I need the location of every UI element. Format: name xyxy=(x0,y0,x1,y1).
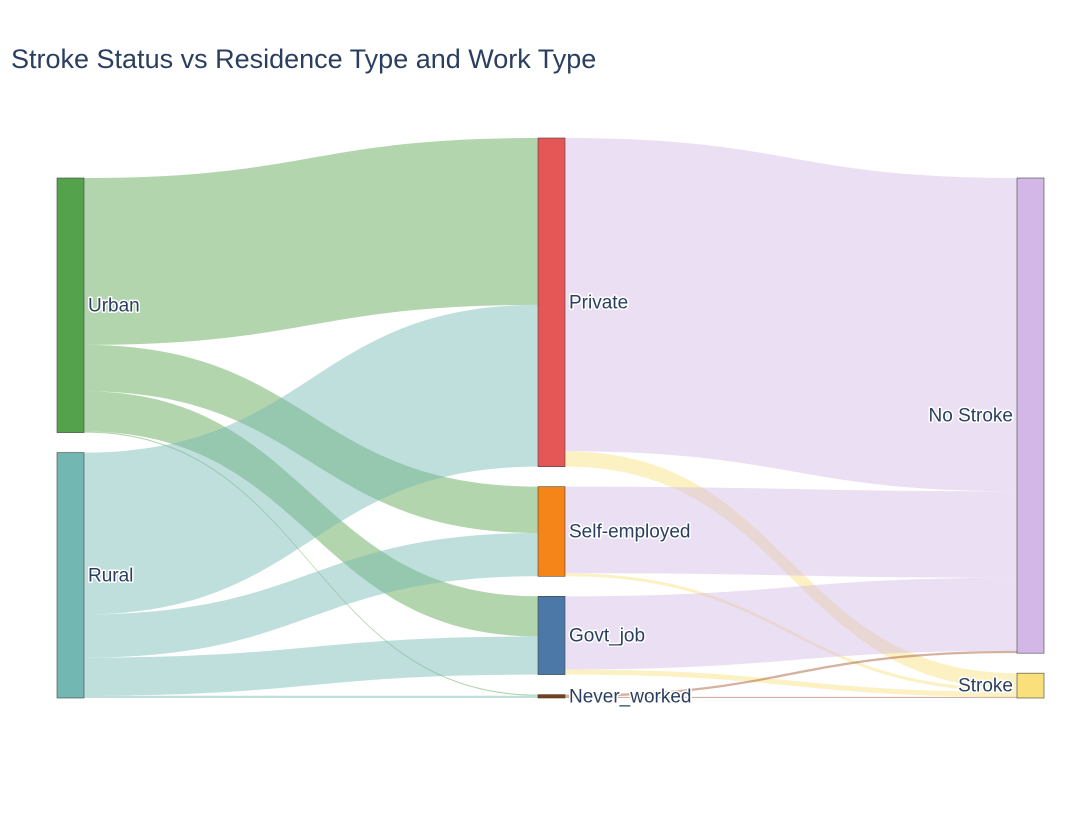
sankey-links xyxy=(84,138,1017,698)
node-stroke[interactable] xyxy=(1016,672,1045,699)
node-label-stroke: Stroke xyxy=(958,676,1013,697)
sankey-nodes xyxy=(56,137,1045,699)
node-label-no_stroke: No Stroke xyxy=(929,406,1013,427)
sankey-labels: Urban Rural Private Self-employed Govt_job Ne… xyxy=(87,291,1015,709)
node-private[interactable] xyxy=(537,137,566,467)
node-never_worked[interactable] xyxy=(537,694,566,699)
node-label-never_worked: Never_worked xyxy=(569,686,692,707)
node-no_stroke[interactable] xyxy=(1016,177,1045,654)
link-urban-to-private xyxy=(84,138,538,345)
node-label-self_employed: Self-employed xyxy=(569,521,690,542)
link-rural-to-private xyxy=(84,304,538,615)
link-rural-to-govt_job xyxy=(84,636,538,696)
link-govt_job-to-stroke xyxy=(565,669,1017,697)
link-private-to-no_stroke xyxy=(565,138,1017,492)
node-label-private: Private xyxy=(569,292,628,313)
link-never_worked-to-stroke xyxy=(565,696,1017,698)
node-govt_job[interactable] xyxy=(537,595,566,675)
node-urban[interactable] xyxy=(56,177,85,433)
link-urban-to-never_worked xyxy=(84,431,538,696)
node-label-govt_job: Govt_job xyxy=(569,625,645,646)
link-rural-to-self_employed xyxy=(84,533,538,658)
link-urban-to-govt_job xyxy=(84,391,538,637)
node-label-rural: Rural xyxy=(88,565,133,586)
link-urban-to-self_employed xyxy=(84,344,538,534)
link-self_employed-to-stroke xyxy=(565,573,1017,692)
link-self_employed-to-no_stroke xyxy=(565,486,1017,578)
node-rural[interactable] xyxy=(56,452,85,699)
node-label-urban: Urban xyxy=(88,295,140,316)
link-rural-to-never_worked xyxy=(84,695,538,698)
node-self_employed[interactable] xyxy=(537,486,566,577)
link-never_worked-to-no_stroke xyxy=(565,650,1017,697)
link-govt_job-to-no_stroke xyxy=(565,577,1017,670)
link-private-to-stroke xyxy=(565,451,1017,689)
chart-title: Stroke Status vs Residence Type and Work… xyxy=(11,44,597,74)
